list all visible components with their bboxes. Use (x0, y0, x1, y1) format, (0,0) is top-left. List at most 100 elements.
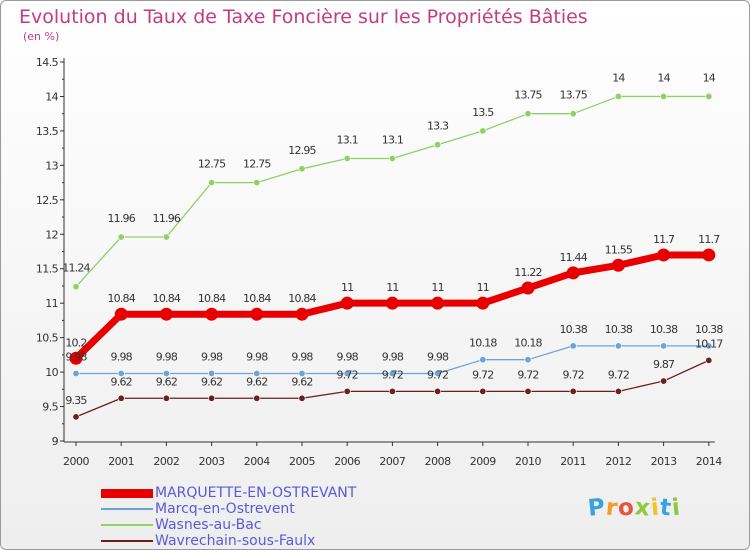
legend-swatch (101, 488, 153, 498)
data-point (388, 387, 396, 395)
data-point (340, 296, 354, 310)
legend-item: MARQUETTE-EN-OSTREVANT (101, 485, 356, 501)
x-tick-label: 2003 (199, 455, 225, 468)
data-point (72, 283, 80, 291)
data-label: 9.35 (65, 394, 87, 407)
data-label: 11.96 (107, 212, 135, 225)
legend-swatch (101, 508, 153, 510)
y-tick-label: 9.5 (42, 401, 58, 414)
data-label: 9.98 (65, 350, 87, 363)
data-label: 9.98 (291, 350, 313, 363)
x-tick-label: 2000 (63, 455, 89, 468)
data-point (660, 342, 668, 350)
data-point (479, 356, 487, 364)
data-label: 12.75 (243, 158, 271, 171)
data-label: 10.38 (650, 323, 678, 336)
data-point (162, 233, 170, 241)
data-label: 9.72 (427, 368, 448, 381)
x-tick-label: 2008 (425, 455, 451, 468)
data-label: 13.5 (472, 106, 494, 119)
data-point (253, 369, 261, 377)
data-label: 9.98 (427, 350, 449, 363)
legend-label: MARQUETTE-EN-OSTREVANT (155, 485, 357, 501)
data-point (434, 141, 442, 149)
data-point (69, 351, 83, 365)
data-label: 11 (386, 281, 398, 294)
data-point (117, 394, 125, 402)
data-label: 9.98 (382, 350, 404, 363)
proxiti-logo: Proxiti (587, 494, 682, 522)
legend: MARQUETTE-EN-OSTREVANT Marcq-en-Ostrevent… (101, 485, 356, 549)
data-label: 11 (477, 281, 489, 294)
legend-item: Wavrechain-sous-Faulx (101, 533, 356, 549)
data-point (660, 92, 668, 100)
data-label: 14 (657, 71, 670, 84)
data-point (524, 356, 532, 364)
data-point (117, 233, 125, 241)
x-tick-label: 2010 (515, 455, 541, 468)
data-label: 11 (431, 281, 443, 294)
data-point (298, 165, 306, 173)
legend-item: Marcq-en-Ostrevent (101, 501, 356, 517)
data-point (521, 281, 535, 295)
data-point (569, 387, 577, 395)
data-label: 11 (341, 281, 353, 294)
data-label: 11.44 (559, 251, 587, 264)
data-label: 10.84 (243, 292, 271, 305)
legend-swatch (101, 540, 153, 542)
data-point (566, 266, 580, 280)
y-tick-label: 9 (52, 435, 59, 448)
legend-item: Wasnes-au-Bac (101, 517, 356, 533)
data-point (343, 369, 351, 377)
logo-letter: i (670, 494, 682, 522)
data-point (162, 394, 170, 402)
x-tick-label: 2005 (289, 455, 315, 468)
data-point (569, 110, 577, 118)
data-label: 11.7 (653, 233, 675, 246)
data-point (253, 179, 261, 187)
x-tick-label: 2011 (560, 455, 586, 468)
data-label: 10.18 (514, 337, 542, 350)
data-label: 14 (612, 71, 625, 84)
data-label: 10.38 (605, 323, 633, 336)
y-tick-label: 12 (45, 228, 58, 241)
data-point (479, 127, 487, 135)
data-label: 13.3 (427, 120, 449, 133)
data-point (205, 307, 219, 321)
data-label: 10.18 (469, 337, 497, 350)
data-point (343, 154, 351, 162)
data-point (705, 356, 713, 364)
data-label: 13.75 (559, 89, 587, 102)
data-point (298, 394, 306, 402)
data-label: 10.84 (107, 292, 135, 305)
data-label: 10.2 (65, 336, 86, 349)
data-point (385, 296, 399, 310)
data-label: 9.98 (156, 350, 178, 363)
data-point (657, 248, 671, 262)
x-tick-label: 2001 (108, 455, 134, 468)
data-point (479, 387, 487, 395)
data-label: 9.62 (246, 375, 267, 388)
data-point (434, 369, 442, 377)
x-tick-label: 2006 (334, 455, 360, 468)
data-label: 9.72 (608, 368, 629, 381)
legend-label: Marcq-en-Ostrevent (155, 501, 295, 517)
y-tick-label: 10 (45, 366, 58, 379)
data-label: 9.98 (111, 350, 133, 363)
data-label: 10.84 (198, 292, 226, 305)
data-label: 12.95 (288, 144, 316, 157)
data-point (208, 394, 216, 402)
data-label: 10.84 (288, 292, 316, 305)
data-label: 9.72 (472, 368, 493, 381)
data-label: 9.62 (291, 375, 312, 388)
data-point (705, 92, 713, 100)
data-label: 9.72 (563, 368, 584, 381)
data-label: 10.38 (695, 323, 723, 336)
data-label: 9.62 (156, 375, 177, 388)
data-point (114, 307, 128, 321)
data-point (298, 369, 306, 377)
y-tick-label: 13 (45, 159, 58, 172)
data-point (614, 387, 622, 395)
